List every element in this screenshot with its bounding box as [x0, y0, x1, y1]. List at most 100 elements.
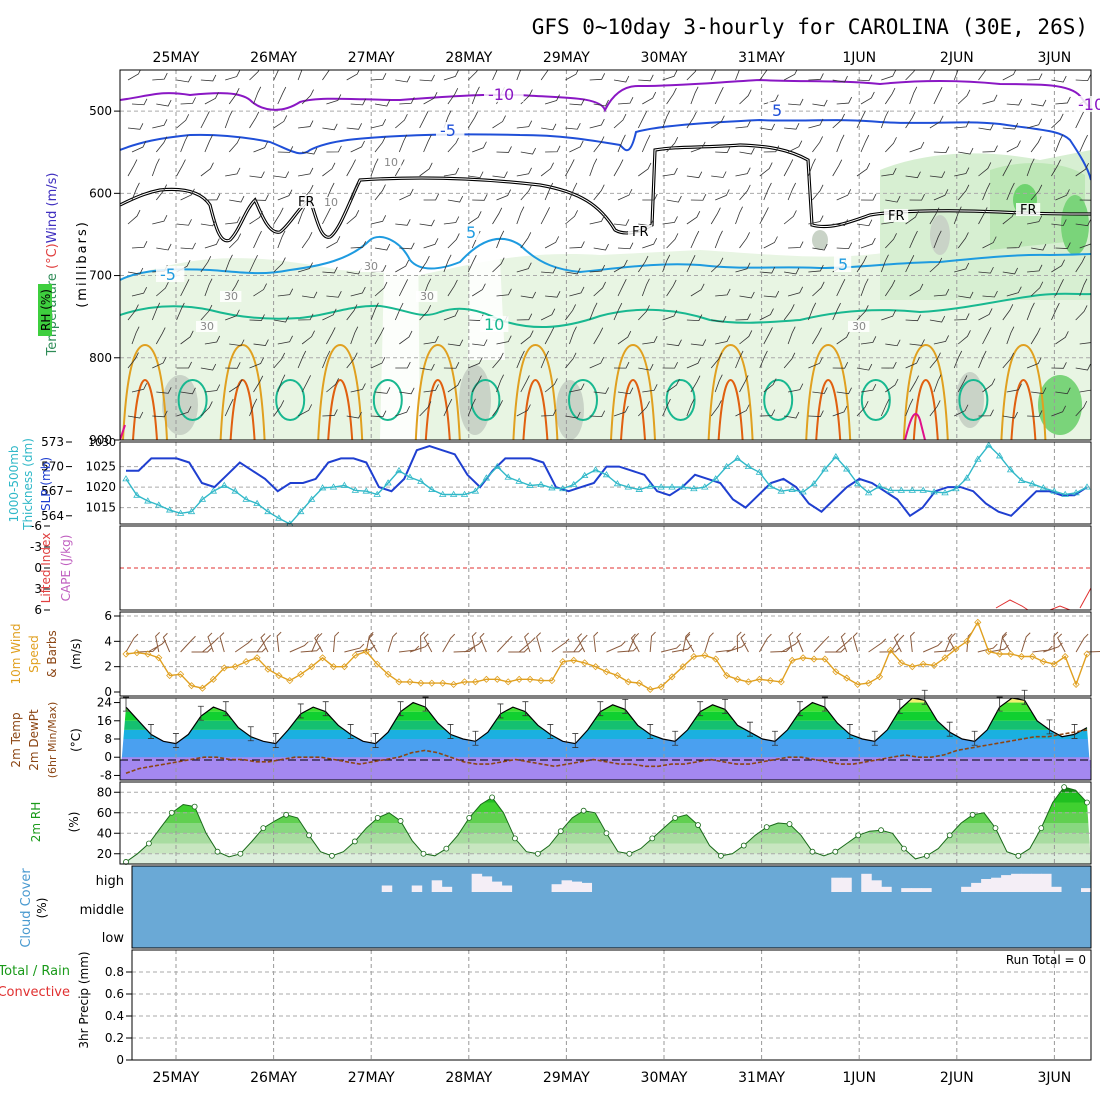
tick-label: 60	[97, 806, 112, 820]
bottom-date-label: 29MAY	[543, 1070, 590, 1086]
wind-marker	[439, 679, 447, 687]
temp-ticks: 24 16 8 0 -8	[97, 696, 120, 782]
li-panel: -6 -3 0 3 6	[30, 519, 1092, 617]
wind-barb	[544, 94, 560, 105]
wind-barb	[1075, 255, 1086, 273]
cloud-bar	[961, 886, 972, 892]
tick-label: -8	[100, 768, 112, 782]
wind-barb	[589, 264, 606, 273]
wind-barb	[909, 230, 918, 249]
bottom-date-label: 31MAY	[738, 1070, 785, 1086]
wind-barb	[726, 642, 747, 653]
wind-barb	[147, 639, 167, 653]
wind-barb	[131, 98, 148, 106]
wind-barb	[180, 188, 195, 201]
wind-barb	[447, 136, 460, 153]
wind-barb	[735, 120, 751, 129]
wind-barb	[710, 257, 724, 273]
wind-barb	[394, 302, 404, 321]
bottom-date-label: 26MAY	[250, 1070, 297, 1086]
wind-barb	[253, 339, 269, 346]
wind-barb	[685, 633, 695, 653]
wind-barb	[740, 633, 749, 653]
li-grid	[175, 526, 1055, 610]
bottom-date-label: 2JUN	[940, 1070, 974, 1086]
wind-barb	[1030, 136, 1042, 153]
top-date-label: 30MAY	[641, 50, 688, 66]
wind-barb	[812, 243, 828, 251]
wind-barb	[374, 327, 385, 345]
wind-barb	[1030, 327, 1041, 345]
wind-barb	[613, 75, 630, 83]
thickness-marker	[384, 479, 392, 486]
wind-marker	[963, 637, 971, 645]
wind-barb	[832, 405, 848, 417]
wind-barb	[617, 96, 634, 105]
wind-barb	[982, 94, 998, 105]
thickness-marker	[602, 471, 611, 478]
slp-ylabel-c: SLP (mb)	[39, 457, 53, 511]
wind-barb	[759, 350, 768, 369]
wind-barb	[152, 214, 168, 225]
contour-labels: -10 -5 5 -5 5 5 -10 10 FR FR FR FR 30 30 30 30 30 10 10	[156, 85, 1100, 334]
wind-marker	[657, 683, 665, 691]
precip-ticks: 0.8 0.6 0.4 0.2 0	[105, 965, 132, 1067]
run-total: Run Total = 0	[1006, 953, 1086, 967]
bottom-date-label: 25MAY	[153, 1070, 200, 1086]
wind-barb	[409, 642, 430, 653]
contour-label: FR	[888, 209, 905, 224]
wind-barb	[326, 378, 339, 393]
wind-barb	[176, 219, 192, 226]
thickness-marker	[711, 475, 720, 482]
wind-barb	[151, 158, 160, 177]
temp-minmax	[971, 730, 978, 746]
wind-barb	[929, 257, 943, 273]
wind-barb	[249, 314, 265, 321]
wind-barb	[642, 384, 658, 393]
wind-barb	[156, 99, 172, 107]
wind-barb	[957, 184, 970, 201]
tick-label: 3	[34, 582, 42, 596]
warm-loop-outer	[512, 343, 559, 440]
temp-minmax	[846, 724, 853, 739]
wind-barb	[520, 184, 533, 201]
wind-barb	[593, 281, 606, 297]
wind-marker	[329, 663, 338, 671]
rh-marker	[466, 814, 473, 821]
rh-marker	[374, 814, 381, 821]
tick-label: 6	[104, 609, 112, 623]
temp-minmax	[347, 724, 354, 739]
thickness-marker	[624, 483, 633, 490]
thickness-marker	[438, 490, 447, 497]
wind-barb	[704, 632, 714, 653]
wind-marker	[187, 682, 196, 690]
wind-barb	[880, 110, 889, 129]
wind-speed-line	[125, 620, 1088, 691]
wind-barb	[447, 279, 458, 297]
wind-barb	[905, 255, 915, 273]
wind-barb	[1002, 267, 1019, 275]
temp-minmax	[697, 701, 704, 717]
wind-barb	[690, 339, 707, 346]
wind-barb	[545, 290, 561, 298]
wind-barb	[492, 352, 504, 369]
wind-barb	[1075, 400, 1088, 417]
wind-barb	[933, 146, 950, 154]
wind-marker	[613, 671, 621, 680]
wind-barb	[885, 195, 901, 203]
wind-barb	[739, 291, 755, 299]
wind-barb	[885, 378, 899, 393]
contour-label: FR	[1020, 203, 1037, 218]
wind-barb	[613, 302, 623, 321]
wind-barb	[832, 159, 843, 177]
wind-ticks: 6 4 2 0	[104, 609, 120, 699]
wind-barb	[228, 88, 240, 105]
wind-barb	[207, 632, 214, 653]
warm-loop-inner	[1010, 378, 1037, 440]
wind-barb	[739, 232, 750, 249]
wind-barb	[131, 182, 140, 201]
rh-marker	[901, 845, 907, 852]
rh-marker	[672, 814, 679, 821]
wind-barb	[569, 326, 577, 345]
wind-barb	[471, 631, 477, 653]
